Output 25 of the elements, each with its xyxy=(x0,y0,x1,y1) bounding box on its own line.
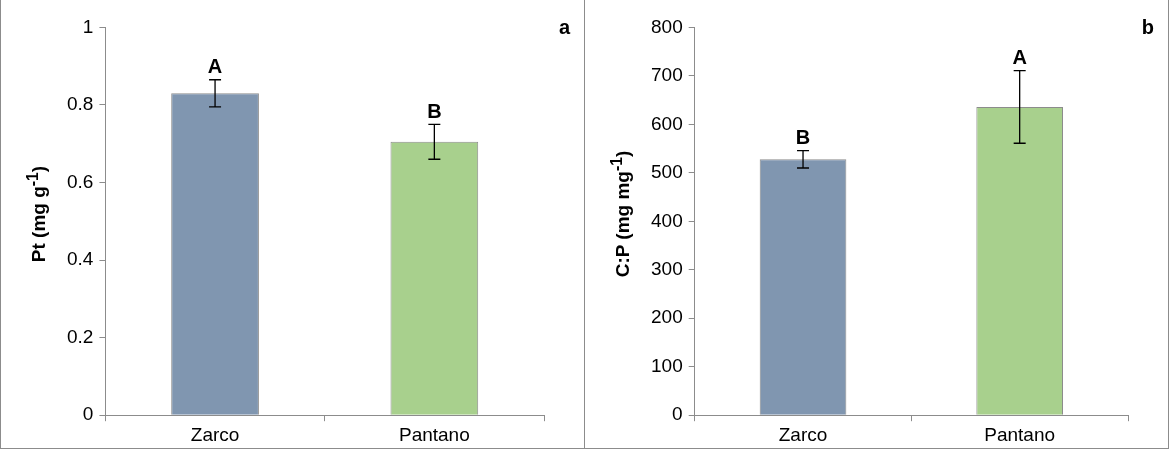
y-tick-label: 300 xyxy=(651,258,683,280)
y-tick-label: 1 xyxy=(82,15,94,37)
y-tick-label: 0.2 xyxy=(66,325,94,347)
annotation: A xyxy=(207,55,223,78)
y-tick-label: 200 xyxy=(651,306,683,328)
y-tick-label: 0 xyxy=(82,403,94,425)
y-tick-label: 500 xyxy=(651,161,683,183)
annotation: B xyxy=(795,126,811,149)
x-tick-label: Pantano xyxy=(398,423,470,445)
y-tick-label: 0.8 xyxy=(66,93,94,115)
y-tick-label: 800 xyxy=(651,15,683,37)
y-tick-label: 0.6 xyxy=(66,170,94,192)
x-tick-label: Zarco xyxy=(190,423,240,445)
y-tick-label: 100 xyxy=(651,354,683,376)
y-tick-label: 400 xyxy=(651,209,683,231)
annotation: B xyxy=(427,99,442,122)
y-tick-label: 700 xyxy=(651,64,683,86)
x-tick-label: Pantano xyxy=(984,423,1056,445)
x-tick-label: Zarco xyxy=(778,423,828,445)
y-tick-label: 600 xyxy=(651,112,683,134)
y-tick-label: 0 xyxy=(672,403,683,425)
y-tick-label: 0.4 xyxy=(66,248,94,270)
text: b xyxy=(1141,15,1154,38)
text: a xyxy=(558,15,571,38)
annotation: A xyxy=(1012,46,1027,69)
